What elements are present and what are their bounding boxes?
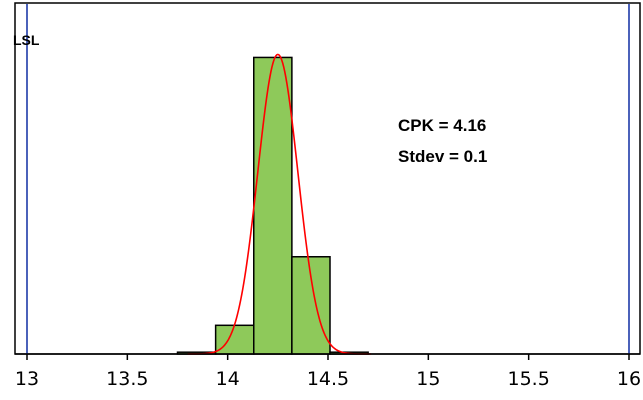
x-tick-label: 15: [416, 368, 440, 390]
x-tick-label: 14: [216, 368, 240, 390]
cpk-annotation: CPK = 4.16: [398, 116, 486, 135]
x-tick-label: 13: [15, 368, 39, 390]
histogram-bar: [214, 324, 255, 355]
x-tick-label: 13.5: [106, 368, 148, 390]
x-tick-label: 14.5: [307, 368, 349, 390]
x-axis: 13 13.5 14 14.5 15 15.5 16: [15, 353, 641, 390]
spec-limits: [26, 4, 630, 354]
histogram-bar: [253, 56, 293, 355]
histogram-bar: [291, 256, 331, 355]
lsl-label: LSL: [13, 32, 40, 48]
stdev-annotation: Stdev = 0.1: [398, 147, 487, 166]
x-tick-label: 16: [617, 368, 641, 390]
x-tick-label: 15.5: [508, 368, 550, 390]
normal-fit-curve: [187, 53, 372, 355]
